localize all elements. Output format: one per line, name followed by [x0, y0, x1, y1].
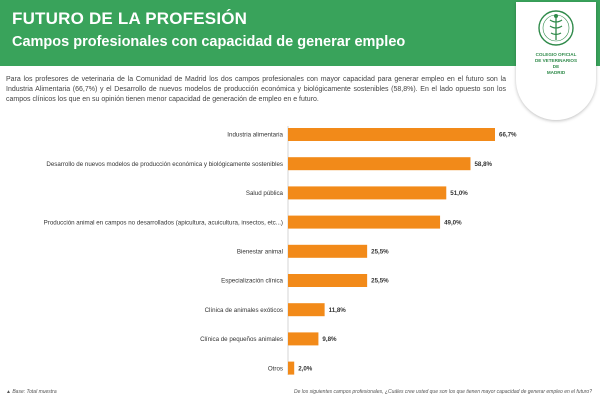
- college-logo: COLEGIO OFICIAL DE VETERINARIOS DE MADRI…: [516, 2, 596, 120]
- value-label: 58,8%: [474, 161, 492, 168]
- bar: [288, 186, 447, 200]
- value-label: 49,0%: [444, 219, 462, 226]
- value-label: 2,0%: [298, 365, 313, 372]
- bar: [288, 157, 471, 171]
- bar: [288, 274, 368, 287]
- category-label: Clínica de pequeños animales: [200, 336, 283, 343]
- bullet-icon: ▲: [6, 389, 13, 395]
- value-label: 51,0%: [450, 190, 468, 197]
- footnote-question: De los siguientes campos profesionales, …: [294, 389, 592, 395]
- value-label: 25,5%: [371, 249, 389, 256]
- bar: [288, 128, 495, 141]
- page-title: FUTURO DE LA PROFESIÓN: [12, 9, 248, 28]
- page-subtitle: Campos profesionales con capacidad de ge…: [12, 34, 406, 50]
- category-label: Otros: [268, 365, 283, 372]
- bar: [288, 215, 441, 229]
- category-label: Salud pública: [246, 190, 284, 197]
- bar: [288, 303, 325, 317]
- category-label: Bienestar animal: [237, 249, 283, 256]
- veterinary-emblem-icon: [538, 10, 574, 46]
- logo-text: COLEGIO OFICIAL DE VETERINARIOS DE MADRI…: [534, 52, 578, 75]
- intro-paragraph: Para los profesores de veterinaria de la…: [6, 76, 506, 103]
- bar: [288, 361, 295, 375]
- header-banner: FUTURO DE LA PROFESIÓN Campos profesiona…: [0, 0, 600, 66]
- category-label: Especialización clínica: [221, 278, 283, 285]
- bar: [288, 244, 368, 258]
- bar-chart: Industria alimentaria 66,7% Desarrollo de …: [44, 126, 517, 375]
- category-label: Clínica de animales exóticos: [205, 307, 283, 314]
- value-label: 66,7%: [499, 132, 517, 139]
- category-label: Producción animal en campos no desarroll…: [44, 219, 283, 226]
- footnote-base: ▲ Base: Total muestra: [6, 389, 57, 395]
- value-label: 9,8%: [322, 336, 337, 343]
- value-label: 11,8%: [329, 307, 347, 314]
- category-label: Industria alimentaria: [227, 132, 283, 139]
- category-label: Desarrollo de nuevos modelos de producci…: [46, 161, 283, 168]
- value-label: 25,5%: [371, 278, 389, 285]
- bar: [288, 332, 319, 346]
